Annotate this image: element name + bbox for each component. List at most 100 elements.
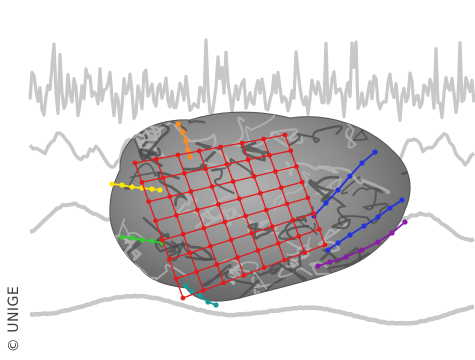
sulcus-line — [273, 171, 311, 211]
sulcus-line — [277, 257, 313, 278]
electrode-contact — [375, 214, 381, 220]
grid-electrode — [305, 195, 311, 201]
grid-col-line — [241, 142, 286, 261]
grid-row-line — [141, 150, 291, 183]
grid-electrode — [221, 280, 227, 286]
electrode-contact — [323, 200, 329, 206]
electrode-contact — [149, 238, 155, 244]
grid-electrode — [201, 225, 207, 231]
grid-electrode — [241, 272, 247, 278]
sulcus-line — [210, 157, 255, 195]
electrode-contact — [327, 259, 333, 265]
electrode-contact — [187, 154, 193, 160]
sulcus-line — [309, 261, 333, 281]
electrode-strips — [109, 121, 408, 308]
sulcus-line — [128, 130, 162, 162]
sulcus-line — [401, 150, 411, 176]
electrode-contact — [361, 223, 367, 229]
sulcus-line — [142, 216, 179, 253]
grid-electrode — [239, 140, 245, 146]
electrode-strip-purple — [315, 219, 408, 269]
sulcus-line — [337, 190, 389, 228]
electrode-contact — [183, 283, 189, 289]
grid-electrode — [282, 132, 288, 138]
sulcus-line — [288, 125, 343, 147]
grid-electrode — [154, 156, 159, 162]
sulcus-line — [109, 260, 121, 286]
grid-electrode — [216, 201, 221, 207]
grid-col-line — [177, 154, 225, 284]
electrode-contact — [129, 184, 135, 190]
sulcus-line — [248, 288, 269, 302]
grid-electrode — [296, 233, 302, 239]
grid-col-line — [262, 138, 306, 253]
grid-electrode — [196, 148, 202, 154]
electrode-contact — [119, 234, 125, 240]
sulcus-line — [109, 112, 129, 145]
electrode-contact — [389, 230, 395, 236]
sulcus-line — [133, 262, 187, 284]
electrode-contact — [325, 247, 331, 253]
grid-electrode — [235, 255, 240, 260]
grid-electrode — [267, 152, 272, 158]
electrode-contact — [189, 289, 195, 295]
sulcus-line — [368, 112, 411, 131]
grid-electrode — [224, 161, 230, 167]
grid-electrode — [284, 201, 290, 207]
sulcus-line — [136, 137, 167, 159]
grid-electrode — [195, 207, 200, 213]
electrode-contact — [359, 160, 365, 166]
electrode-contact — [183, 138, 189, 144]
brain-surface — [109, 111, 411, 302]
grid-electrode — [282, 257, 287, 263]
sulcus-line — [247, 222, 274, 240]
grid-electrode — [214, 262, 220, 267]
grid-electrode — [132, 160, 138, 166]
electrode-contact — [109, 181, 115, 187]
grid-electrode — [173, 276, 179, 282]
grid-row-line — [182, 244, 326, 299]
electrode-contact — [359, 247, 365, 253]
grid-row-line — [169, 212, 314, 261]
sulcus-line — [307, 175, 340, 203]
eeg-trace — [28, 38, 475, 125]
grid-electrode — [218, 144, 224, 150]
eeg-trace — [29, 293, 475, 326]
sulcus-line — [170, 112, 206, 133]
electrode-contact — [139, 237, 145, 243]
grid-electrode — [228, 237, 234, 243]
sulcus-line — [340, 176, 384, 197]
grid-electrode — [209, 184, 215, 189]
sulcus-line — [317, 222, 349, 253]
grid-electrode — [251, 174, 257, 179]
grid-row-line — [134, 134, 286, 164]
electrode-contact — [399, 197, 405, 203]
grid-electrode — [249, 230, 255, 236]
sulcus-line — [323, 195, 351, 230]
electrode-contact — [343, 254, 349, 260]
electrode-contact — [175, 121, 181, 127]
grid-electrode — [194, 269, 200, 275]
sulcus-line — [276, 248, 308, 282]
electrode-contact — [129, 235, 135, 241]
grid-electrode — [263, 207, 269, 213]
sulcus-line — [317, 165, 391, 194]
grid-electrode — [174, 212, 179, 218]
grid-electrode — [160, 237, 165, 243]
grid-electrode — [261, 136, 266, 142]
grid-electrode — [180, 231, 186, 237]
electrode-contact — [372, 149, 378, 155]
grid-electrode — [208, 243, 213, 249]
grid-row-line — [162, 197, 309, 241]
grid-electrode — [167, 194, 173, 200]
grid-electrode — [188, 189, 194, 194]
grid-electrode — [245, 157, 251, 163]
electrode-contact — [205, 299, 211, 305]
grid-electrode — [288, 148, 294, 154]
grid-row-line — [155, 181, 303, 222]
sulcus-line — [201, 194, 232, 229]
grid-electrode — [222, 219, 228, 225]
grid-electrode — [257, 190, 263, 196]
